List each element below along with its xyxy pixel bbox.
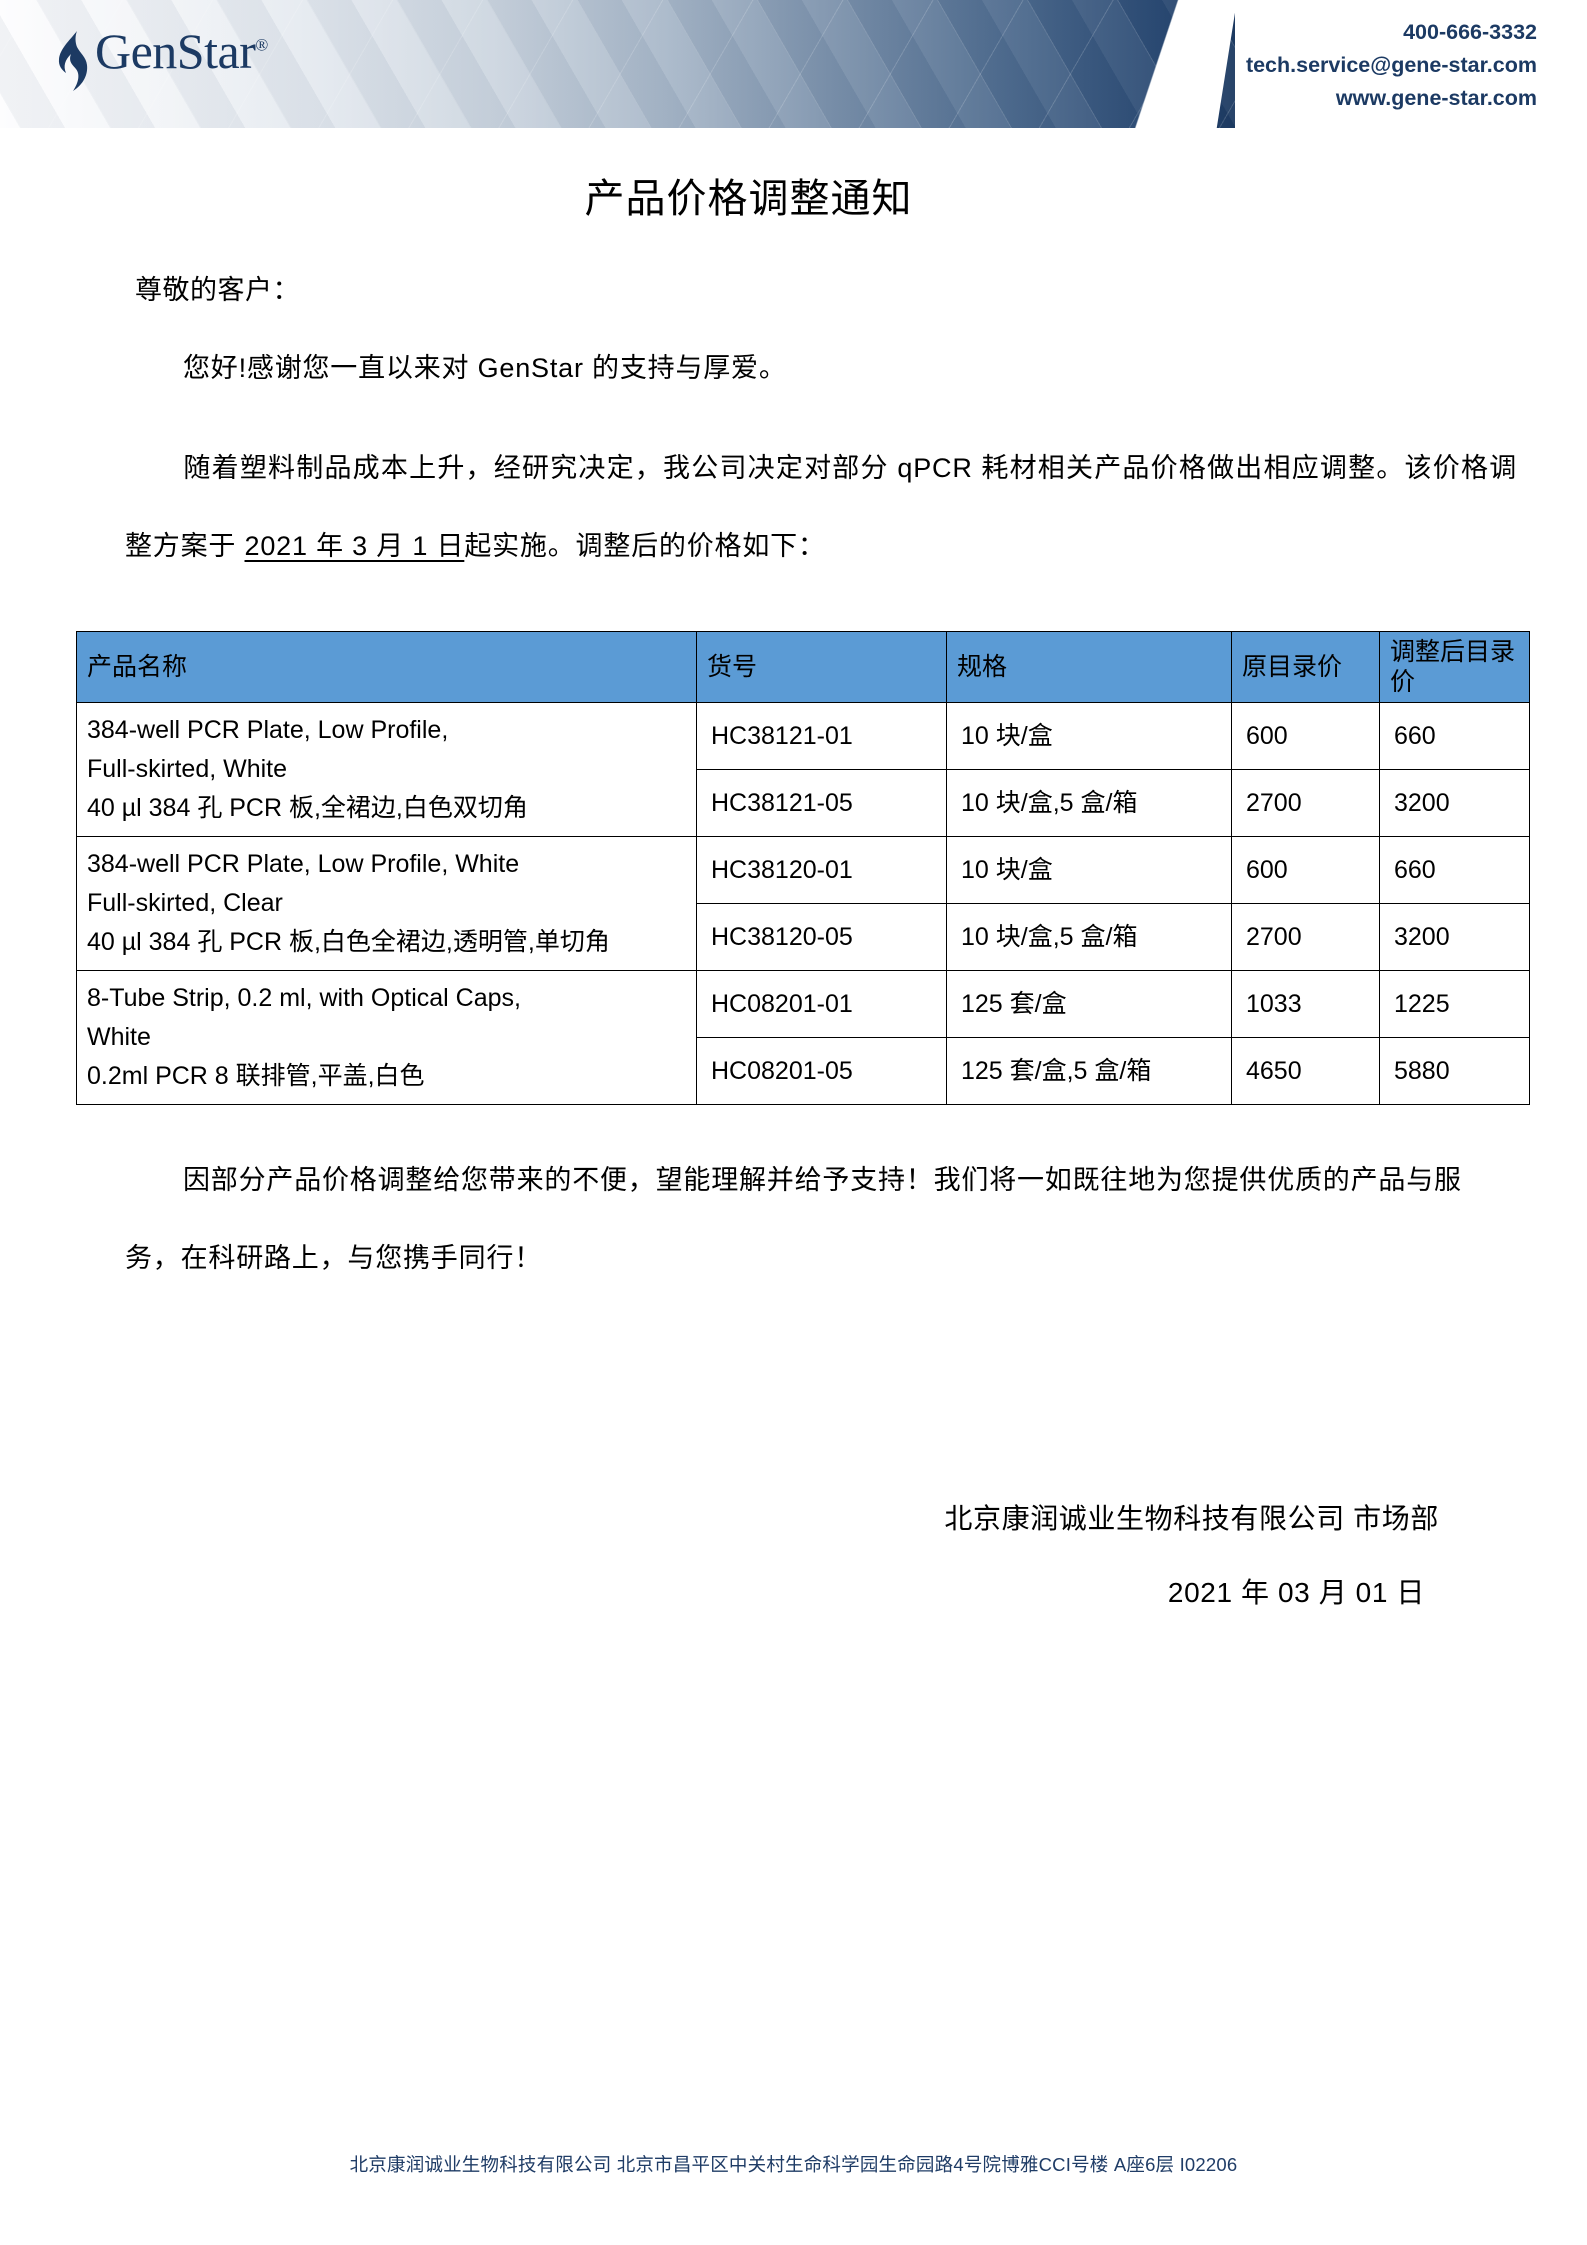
specification: 125 套/盒 [946, 970, 1232, 1038]
col-header-product-name: 产品名称 [76, 631, 697, 703]
document-body: 产品价格调整通知 尊敬的客户： 您好!感谢您一直以来对 GenStar 的支持与… [0, 166, 1587, 1611]
product-name-cn: 40 µl 384 孔 PCR 板,白色全裙边,透明管,单切角 [87, 928, 610, 956]
salutation: 尊敬的客户： [135, 275, 300, 305]
product-name-en-line1: 8-Tube Strip, 0.2 ml, with Optical Caps, [87, 984, 521, 1012]
announcement-text-after: 起实施。调整后的价格如下： [464, 531, 826, 561]
header-contact-info: 400-666-3332 tech.service@gene-star.com … [1246, 16, 1537, 115]
paragraph-greeting-text: 您好!感谢您一直以来对 GenStar 的支持与厚爱。 [183, 353, 787, 383]
product-name-en-line2: White [87, 1023, 151, 1051]
specification: 125 套/盒,5 盒/箱 [946, 1037, 1232, 1105]
logo-text: GenStar [95, 23, 256, 79]
page-title: 产品价格调整通知 [584, 177, 913, 221]
col-header-catalog-number: 货号 [696, 631, 947, 703]
col-header-new-price: 调整后目录价 [1379, 631, 1530, 703]
header-gradient-band [0, 0, 1235, 128]
old-price: 600 [1231, 836, 1380, 904]
new-price: 3200 [1379, 769, 1530, 837]
closing-text: 因部分产品价格调整给您带来的不便，望能理解并给予支持！我们将一如既往地为您提供优… [125, 1165, 1462, 1273]
specification: 10 块/盒,5 盒/箱 [946, 769, 1232, 837]
table-row: 384-well PCR Plate, Low Profile, Full-sk… [76, 702, 1530, 837]
paragraph-announcement: 随着塑料制品成本上升，经研究决定，我公司决定对部分 qPCR 耗材相关产品价格做… [125, 429, 1517, 585]
new-price: 660 [1379, 702, 1530, 770]
page-header: GenStar® 400-666-3332 tech.service@gene-… [0, 0, 1587, 128]
table-head: 产品名称 货号 规格 原目录价 调整后目录价 [76, 631, 1530, 703]
catalog-number: HC08201-01 [696, 970, 947, 1038]
contact-website: www.gene-star.com [1335, 86, 1537, 110]
catalog-number: HC38120-01 [696, 836, 947, 904]
specification: 10 块/盒 [946, 836, 1232, 904]
table-row: 8-Tube Strip, 0.2 ml, with Optical Caps,… [76, 970, 1530, 1105]
price-adjustment-table: 产品名称 货号 规格 原目录价 调整后目录价 384-well PCR Plat… [76, 631, 1530, 1105]
old-price: 2700 [1231, 769, 1380, 837]
logo-wordmark: GenStar® [95, 26, 268, 76]
product-name-cn: 0.2ml PCR 8 联排管,平盖,白色 [87, 1062, 425, 1090]
product-name-cell: 384-well PCR Plate, Low Profile, Full-sk… [76, 702, 697, 837]
product-name-en-line1: 384-well PCR Plate, Low Profile, White [87, 850, 520, 878]
old-price: 600 [1231, 702, 1380, 770]
product-name-en-line2: Full-skirted, White [87, 755, 288, 783]
effective-date: 2021 年 3 月 1 日 [244, 531, 465, 561]
contact-email: tech.service@gene-star.com [1245, 53, 1537, 77]
table-body: 384-well PCR Plate, Low Profile, Full-sk… [76, 702, 1530, 1105]
page-footer: 北京康润诚业生物科技有限公司 北京市昌平区中关村生命科学园生命园路4号院博雅CC… [349, 2154, 1238, 2175]
registered-mark: ® [255, 35, 268, 55]
old-price: 2700 [1231, 903, 1380, 971]
new-price: 1225 [1379, 970, 1530, 1038]
product-name-cn: 40 µl 384 孔 PCR 板,全裙边,白色双切角 [87, 794, 528, 822]
specification: 10 块/盒,5 盒/箱 [946, 903, 1232, 971]
signature-block: 北京康润诚业生物科技有限公司 市场部 2021 年 03 月 01 日 [70, 1497, 1517, 1611]
product-name-cell: 384-well PCR Plate, Low Profile, White F… [76, 836, 697, 971]
product-name-cell: 8-Tube Strip, 0.2 ml, with Optical Caps,… [76, 970, 697, 1105]
paragraph-closing: 因部分产品价格调整给您带来的不便，望能理解并给予支持！我们将一如既往地为您提供优… [125, 1141, 1517, 1297]
old-price: 1033 [1231, 970, 1380, 1038]
catalog-number: HC08201-05 [696, 1037, 947, 1105]
table-row: HC08201-05 125 套/盒,5 盒/箱 4650 5880 [77, 1037, 1530, 1105]
flame-icon [58, 31, 88, 91]
product-name-en-line1: 384-well PCR Plate, Low Profile, [87, 716, 449, 744]
old-price: 4650 [1231, 1037, 1380, 1105]
table-row: 384-well PCR Plate, Low Profile, White F… [76, 836, 1530, 971]
table-header-row: 产品名称 货号 规格 原目录价 调整后目录价 [76, 631, 1530, 703]
new-price: 660 [1379, 836, 1530, 904]
announcement-text-before: 随着塑料制品成本上升，经研究决定，我公司决定对部分 qPCR 耗材相关产品价格做… [125, 453, 1517, 561]
catalog-number: HC38120-05 [696, 903, 947, 971]
signature-company: 北京康润诚业生物科技有限公司 市场部 [944, 1503, 1439, 1534]
table-row: HC38120-05 10 块/盒,5 盒/箱 2700 3200 [77, 903, 1530, 971]
brand-logo: GenStar® [55, 26, 268, 92]
col-header-specification: 规格 [946, 631, 1232, 703]
col-header-old-price: 原目录价 [1231, 631, 1380, 703]
new-price: 5880 [1379, 1037, 1530, 1105]
contact-phone: 400-666-3332 [1403, 20, 1537, 44]
catalog-number: HC38121-01 [696, 702, 947, 770]
table-row: HC38121-05 10 块/盒,5 盒/箱 2700 3200 [77, 769, 1530, 837]
product-name-en-line2: Full-skirted, Clear [87, 889, 283, 917]
new-price: 3200 [1379, 903, 1530, 971]
catalog-number: HC38121-05 [696, 769, 947, 837]
specification: 10 块/盒 [946, 702, 1232, 770]
signature-date: 2021 年 03 月 01 日 [1167, 1577, 1425, 1608]
paragraph-greeting: 您好!感谢您一直以来对 GenStar 的支持与厚爱。 [125, 329, 1517, 407]
